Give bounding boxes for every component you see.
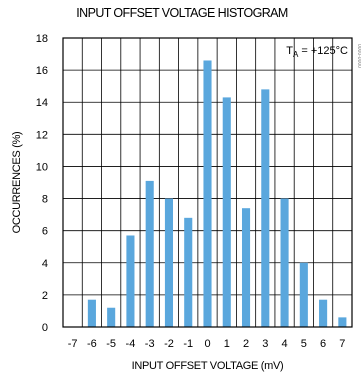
y-tick-label: 4	[42, 258, 48, 270]
x-tick-label: 7	[339, 338, 345, 350]
y-tick-label: 18	[36, 33, 48, 45]
plot-frame	[62, 37, 353, 328]
x-tick-label: 3	[262, 338, 268, 350]
x-tick-label: -5	[106, 338, 116, 350]
x-tick-label: 0	[204, 338, 210, 350]
y-tick-label: 12	[36, 129, 48, 141]
histogram-bar	[280, 198, 289, 327]
histogram-bar	[145, 180, 154, 327]
x-tick-label: 2	[243, 338, 249, 350]
y-tick-label: 2	[42, 290, 48, 302]
y-tick-label: 16	[36, 65, 48, 77]
side-mark: 0000-0000	[356, 44, 361, 68]
y-axis-label: OCCURRENCES (%)	[11, 132, 23, 234]
x-axis-label: INPUT OFFSET VOLTAGE (mV)	[132, 360, 284, 372]
annotation-symbol: T	[286, 45, 293, 57]
x-tick-label: 5	[301, 338, 307, 350]
y-tick-label: 14	[36, 97, 48, 109]
y-tick-label: 0	[42, 322, 48, 334]
y-tick-labels: 0 2 4 6 8 10 12 14 16 18	[36, 33, 48, 334]
y-tick-label: 8	[42, 194, 48, 206]
x-tick-label: -2	[164, 338, 174, 350]
x-tick-label: -3	[145, 338, 155, 350]
histogram-bar	[107, 307, 116, 327]
x-tick-label: 6	[320, 338, 326, 350]
x-tick-label: -4	[126, 338, 136, 350]
x-tick-label: 1	[224, 338, 230, 350]
x-tick-label: 4	[282, 338, 288, 350]
histogram-bar	[222, 97, 231, 328]
bars	[87, 60, 347, 328]
histogram-bar	[203, 60, 212, 327]
x-tick-labels: -7 -6 -5 -4 -3 -2 -1 0 1 2 3 4 5 6 7	[68, 338, 346, 350]
x-tick-label: -6	[87, 338, 97, 350]
histogram-bar	[319, 299, 328, 327]
histogram-bar	[184, 217, 193, 327]
x-tick-label: -7	[68, 338, 78, 350]
x-tick-label: -1	[183, 338, 193, 350]
annotation-subscript: A	[293, 50, 299, 59]
annotation-condition: = +125°C	[298, 45, 348, 57]
histogram-bar	[261, 89, 270, 327]
histogram-bar	[87, 299, 96, 327]
histogram-bar	[241, 208, 251, 327]
chart-title: INPUT OFFSET VOLTAGE HISTOGRAM	[76, 6, 288, 20]
histogram-bar	[338, 317, 347, 327]
temperature-annotation: TA = +125°C	[286, 45, 348, 59]
histogram-bar	[299, 262, 308, 327]
y-tick-label: 6	[42, 226, 48, 238]
histogram-bar	[126, 235, 135, 327]
y-tick-label: 10	[36, 161, 48, 173]
histogram-bar	[164, 198, 174, 327]
